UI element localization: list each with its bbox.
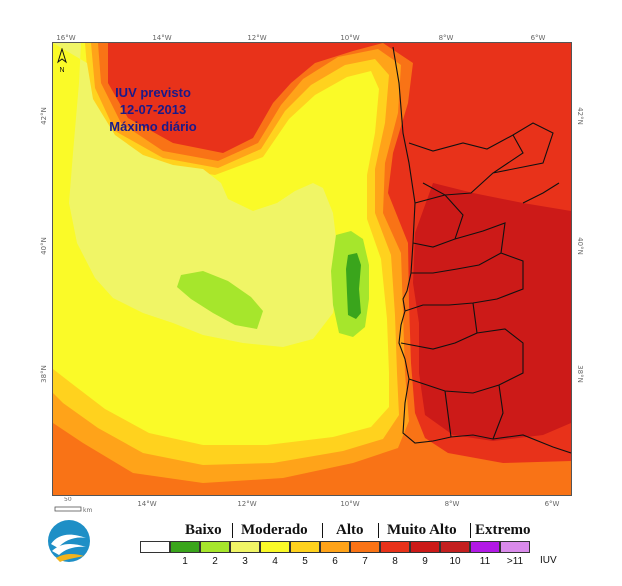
- longitude-label-top: 16°W: [56, 34, 76, 42]
- legend-number: 11: [479, 556, 491, 567]
- legend-number: 9: [422, 556, 428, 567]
- legend-swatch-5: [290, 541, 320, 553]
- legend-number: 2: [212, 556, 218, 567]
- longitude-label-top: 8°W: [438, 34, 454, 42]
- uv-zone-level-1: [346, 253, 361, 319]
- longitude-label-bottom: 14°W: [137, 500, 157, 508]
- uv-index-map: [52, 42, 572, 496]
- legend-swatch-1: [170, 541, 200, 553]
- legend-swatch-4: [260, 541, 290, 553]
- legend-number: 3: [242, 556, 248, 567]
- title-line-1: IUV previsto: [115, 85, 191, 100]
- north-label: N: [59, 67, 64, 74]
- district-borders: [400, 122, 560, 440]
- scale-unit: km: [83, 507, 92, 513]
- latitude-label-right: 38°N: [576, 365, 584, 383]
- ipma-logo-icon: [48, 520, 90, 562]
- legend-number: >11: [506, 556, 524, 567]
- scale-value: 50: [64, 497, 72, 503]
- title-line-2: 12-07-2013: [119, 102, 187, 117]
- legend-swatch-8: [380, 541, 410, 553]
- legend-swatch-2: [200, 541, 230, 553]
- category-separator: [232, 523, 233, 538]
- scale-bar: 50 km: [54, 497, 92, 513]
- latitude-label-right: 42°N: [576, 107, 584, 125]
- map-title: IUV previsto 12-07-2013 Máximo diário: [98, 84, 208, 135]
- longitude-label-top: 14°W: [152, 34, 172, 42]
- legend-number: 10: [449, 556, 461, 567]
- legend-swatch-6: [320, 541, 350, 553]
- legend-number: 8: [392, 556, 398, 567]
- portugal-outline: [392, 46, 571, 454]
- longitude-label-bottom: 12°W: [237, 500, 257, 508]
- category-high: Alto: [336, 522, 364, 538]
- uv-zone-level-3: [53, 43, 339, 347]
- legend-swatch-11: [470, 541, 500, 553]
- category-moderate: Moderado: [241, 522, 308, 538]
- legend-number: 4: [272, 556, 278, 567]
- latitude-label-right: 40°N: [576, 237, 584, 255]
- longitude-label-top: 10°W: [340, 34, 360, 42]
- uv-zone-level-9: [413, 183, 571, 441]
- coastline: [392, 46, 571, 454]
- legend-swatch-9: [410, 541, 440, 553]
- legend-swatch-zero: [140, 541, 170, 553]
- longitude-label-bottom: 6°W: [544, 500, 560, 508]
- title-line-3: Máximo diário: [109, 119, 197, 134]
- longitude-label-top: 12°W: [247, 34, 267, 42]
- legend-number: 6: [332, 556, 338, 567]
- uv-field-svg: [53, 43, 571, 495]
- longitude-label-top: 6°W: [530, 34, 546, 42]
- legend-unit: IUV: [540, 555, 557, 566]
- longitude-label-bottom: 10°W: [340, 500, 360, 508]
- legend-number: 1: [182, 556, 188, 567]
- longitude-label-bottom: 8°W: [444, 500, 460, 508]
- legend-swatch-10: [440, 541, 470, 553]
- category-separator: [322, 523, 323, 538]
- legend-swatch-3: [230, 541, 260, 553]
- category-separator: [470, 523, 471, 538]
- category-separator: [378, 523, 379, 538]
- latitude-label-left: 40°N: [40, 237, 48, 255]
- legend-swatch-7: [350, 541, 380, 553]
- category-very-high: Muito Alto: [387, 522, 457, 538]
- latitude-label-left: 38°N: [40, 365, 48, 383]
- category-low: Baixo: [185, 522, 222, 538]
- legend-number: 7: [362, 556, 368, 567]
- legend-number: 5: [302, 556, 308, 567]
- legend-swatch-gt11: [500, 541, 530, 553]
- latitude-label-left: 42°N: [40, 107, 48, 125]
- north-arrow-icon: N: [57, 48, 67, 74]
- category-extreme: Extremo: [475, 522, 531, 538]
- uv-zone-level-2-west: [177, 271, 263, 329]
